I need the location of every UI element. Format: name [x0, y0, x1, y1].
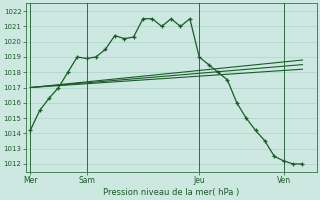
X-axis label: Pression niveau de la mer( hPa ): Pression niveau de la mer( hPa ) [103, 188, 239, 197]
